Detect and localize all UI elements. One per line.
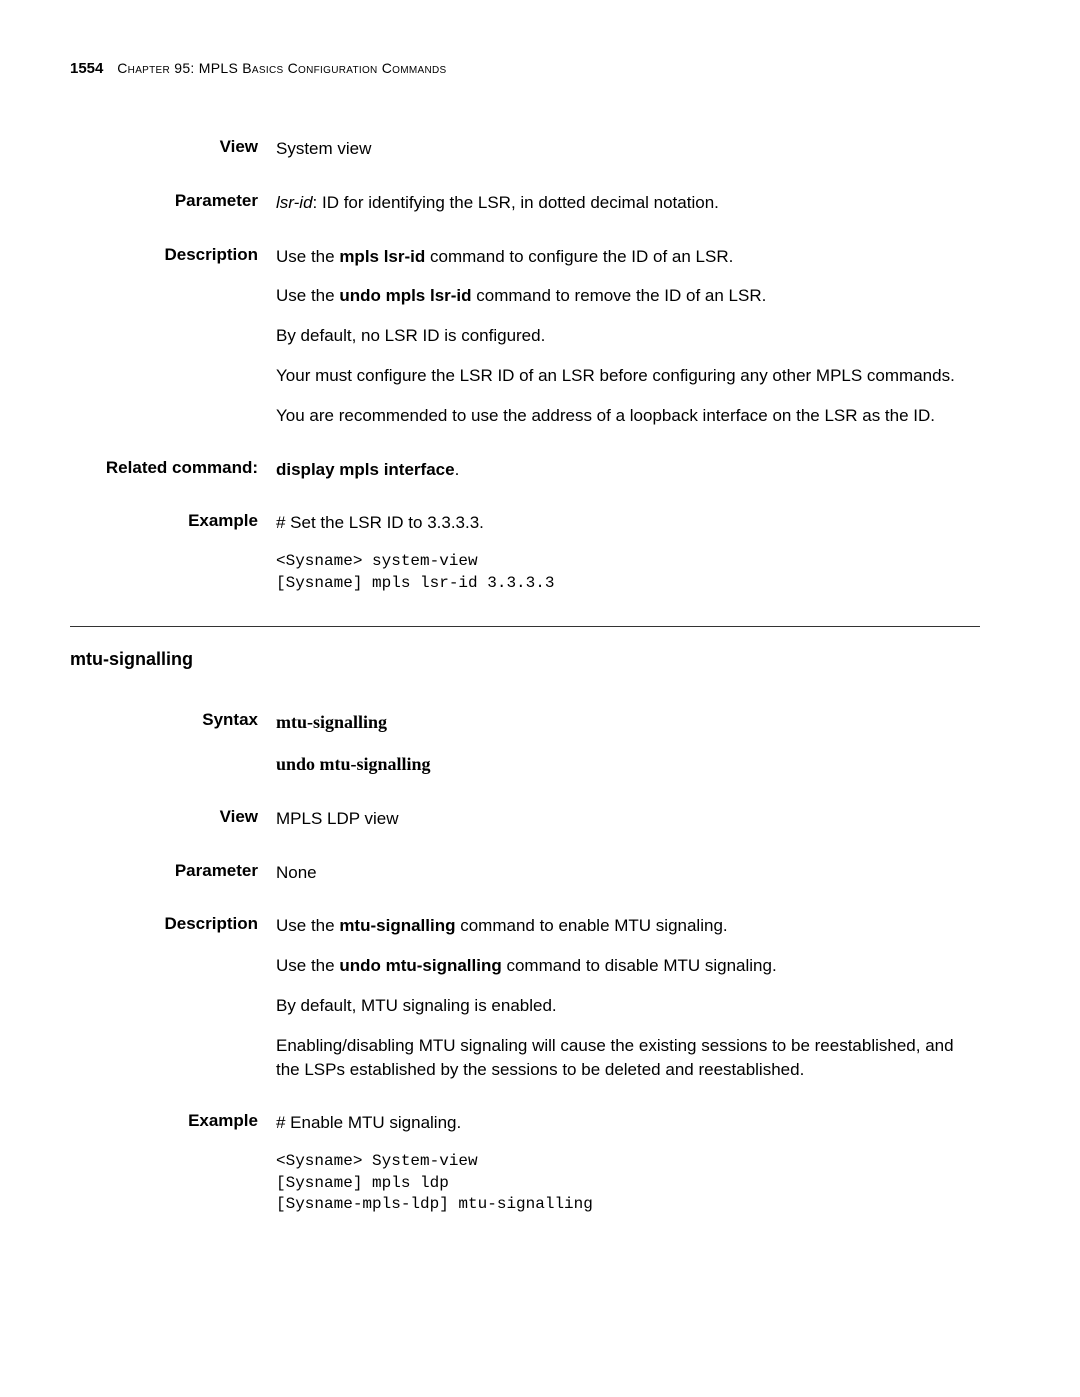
parameter-rest: : ID for identifying the LSR, in dotted … [313,193,719,212]
desc3: By default, no LSR ID is configured. [276,324,980,348]
parameter-text-2: None [276,861,980,885]
description-label-2: Description [70,914,276,1081]
section-title: mtu-signalling [70,649,980,670]
desc5: You are recommended to use the address o… [276,404,980,428]
description-block: Description Use the mpls lsr-id command … [70,245,980,428]
syntax-line2: undo mtu-signalling [276,752,980,777]
related-label: Related command: [70,458,276,482]
parameter-block: Parameter lsr-id: ID for identifying the… [70,191,980,215]
desc2-2-post: command to disable MTU signaling. [502,956,777,975]
desc2-post: command to remove the ID of an LSR. [472,286,767,305]
desc1-post: command to configure the ID of an LSR. [425,247,733,266]
related-post: . [455,460,460,479]
example-intro-2: # Enable MTU signaling. [276,1111,980,1135]
desc2-bold: undo mpls lsr-id [339,286,471,305]
parameter-label: Parameter [70,191,276,215]
description-text: Use the mpls lsr-id command to configure… [276,245,980,428]
desc2-2-pre: Use the [276,956,339,975]
desc1-pre: Use the [276,247,339,266]
view-block: View System view [70,137,980,161]
page-container: 1554 Chapter 95: MPLS Basics Configurati… [0,0,1080,1292]
syntax-label: Syntax [70,710,276,776]
related-bold: display mpls interface [276,460,455,479]
view-block-2: View MPLS LDP view [70,807,980,831]
related-text: display mpls interface. [276,458,980,482]
desc2-1-pre: Use the [276,916,339,935]
related-block: Related command: display mpls interface. [70,458,980,482]
syntax-content: mtu-signalling undo mtu-signalling [276,710,980,776]
example-block: Example # Set the LSR ID to 3.3.3.3. <Sy… [70,511,980,594]
example-label: Example [70,511,276,594]
chapter-title: Chapter 95: MPLS Basics Configuration Co… [117,60,446,76]
example-block-2: Example # Enable MTU signaling. <Sysname… [70,1111,980,1216]
view-label: View [70,137,276,161]
desc2-1-bold: mtu-signalling [339,916,455,935]
page-number: 1554 [70,60,103,77]
desc2-pre: Use the [276,286,339,305]
example-content-2: # Enable MTU signaling. <Sysname> System… [276,1111,980,1216]
desc2-3: By default, MTU signaling is enabled. [276,994,980,1018]
example-code: <Sysname> system-view [Sysname] mpls lsr… [276,551,980,594]
description-block-2: Description Use the mtu-signalling comma… [70,914,980,1081]
example-intro: # Set the LSR ID to 3.3.3.3. [276,511,980,535]
parameter-block-2: Parameter None [70,861,980,885]
desc4: Your must configure the LSR ID of an LSR… [276,364,980,388]
syntax-block: Syntax mtu-signalling undo mtu-signallin… [70,710,980,776]
view-label-2: View [70,807,276,831]
desc2-1-post: command to enable MTU signaling. [455,916,727,935]
page-header: 1554 Chapter 95: MPLS Basics Configurati… [70,60,980,77]
desc1-bold: mpls lsr-id [339,247,425,266]
example-code-2: <Sysname> System-view [Sysname] mpls ldp… [276,1151,980,1216]
example-label-2: Example [70,1111,276,1216]
example-content: # Set the LSR ID to 3.3.3.3. <Sysname> s… [276,511,980,594]
parameter-italic: lsr-id [276,193,313,212]
desc2-4: Enabling/disabling MTU signaling will ca… [276,1034,980,1082]
view-text-2: MPLS LDP view [276,807,980,831]
section-divider [70,626,980,627]
view-text: System view [276,137,980,161]
description-label: Description [70,245,276,428]
desc2-2-bold: undo mtu-signalling [339,956,501,975]
syntax-line1: mtu-signalling [276,710,980,735]
parameter-label-2: Parameter [70,861,276,885]
description-text-2: Use the mtu-signalling command to enable… [276,914,980,1081]
parameter-text: lsr-id: ID for identifying the LSR, in d… [276,191,980,215]
